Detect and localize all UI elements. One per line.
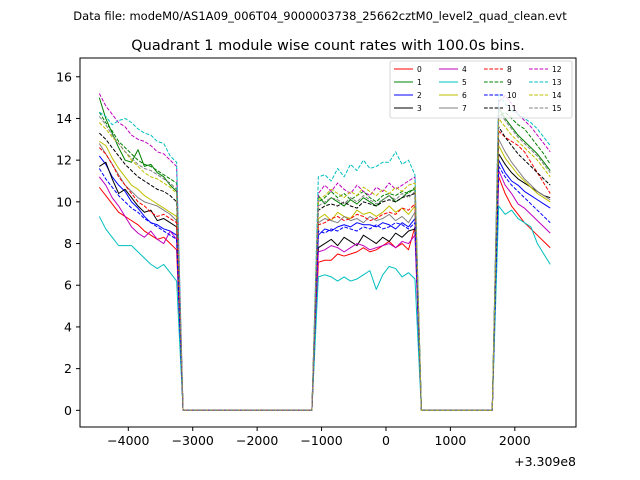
x-tick-label: −2000 <box>236 433 278 448</box>
x-tick-label: −1000 <box>300 433 342 448</box>
x-tick-label: 1000 <box>434 433 466 448</box>
series-line-3 <box>99 153 551 411</box>
y-tick-label: 6 <box>64 278 72 293</box>
series-line-8 <box>98 130 551 411</box>
legend-label-13: 13 <box>552 78 562 87</box>
legend-label-5: 5 <box>462 78 467 87</box>
legend-label-1: 1 <box>417 78 422 87</box>
x-tick-label: −4000 <box>107 433 149 448</box>
legend-label-8: 8 <box>507 65 512 74</box>
y-tick-label: 12 <box>56 153 72 168</box>
x-tick-label: −3000 <box>172 433 214 448</box>
series-line-7 <box>98 138 551 411</box>
series-line-10 <box>98 165 551 411</box>
y-tick-label: 16 <box>56 69 72 84</box>
chart-title: Quadrant 1 module wise count rates with … <box>131 38 525 54</box>
plot-frame <box>79 57 577 428</box>
y-axis: 0 2 4 6 8 10 12 14 16 <box>56 69 80 418</box>
legend-label-14: 14 <box>552 91 562 100</box>
series-line-15 <box>98 111 551 411</box>
series-line-2 <box>98 155 551 411</box>
legend-label-4: 4 <box>462 65 467 74</box>
legend-box <box>389 60 573 119</box>
legend-label-0: 0 <box>417 65 422 74</box>
x-axis: −4000 −3000 −2000 −1000 0 1000 2000 <box>107 427 531 448</box>
x-tick-label: 2000 <box>499 433 531 448</box>
series-line-5 <box>98 205 551 411</box>
legend-label-11: 11 <box>507 104 517 113</box>
y-tick-label: 8 <box>64 236 72 251</box>
series-line-12 <box>98 93 551 411</box>
series-line-1 <box>98 97 551 411</box>
legend-label-6: 6 <box>462 91 467 100</box>
x-tick-label: 0 <box>382 433 390 448</box>
y-tick-label: 2 <box>64 361 72 376</box>
y-tick-label: 0 <box>64 403 72 418</box>
legend-label-2: 2 <box>417 91 422 100</box>
series-line-6 <box>99 140 551 411</box>
y-tick-label: 10 <box>56 194 72 209</box>
series-line-14 <box>98 117 551 411</box>
x-offset-label: +3.309e8 <box>514 454 576 469</box>
y-tick-label: 4 <box>64 319 72 334</box>
suptitle: Data file: modeM0/AS1A09_006T04_90000037… <box>73 9 567 23</box>
legend-label-3: 3 <box>417 104 422 113</box>
legend-label-12: 12 <box>552 65 562 74</box>
legend-label-15: 15 <box>552 104 562 113</box>
legend-label-10: 10 <box>507 91 517 100</box>
series-line-0 <box>98 176 551 411</box>
y-tick-label: 14 <box>56 111 72 126</box>
series-line-4 <box>98 170 551 411</box>
legend-label-7: 7 <box>462 104 467 113</box>
series-line-11 <box>98 126 551 411</box>
legend-label-9: 9 <box>507 78 512 87</box>
